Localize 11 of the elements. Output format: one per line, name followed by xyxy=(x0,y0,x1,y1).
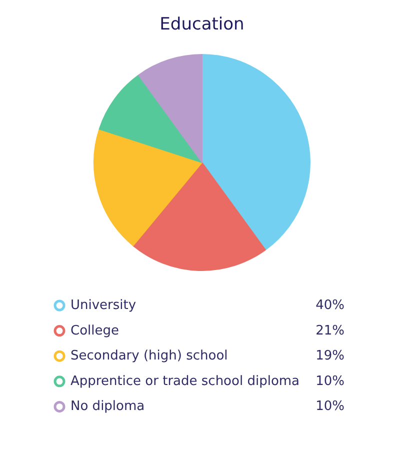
data-label: 10% xyxy=(316,374,345,389)
legend-label: Secondary (high) school xyxy=(70,348,228,364)
legend-label: Apprentice or trade school diploma xyxy=(70,374,300,389)
data-label: 40% xyxy=(316,298,345,313)
legend-label: University xyxy=(70,298,136,313)
legend-label: No diploma xyxy=(70,399,145,414)
data-label: 19% xyxy=(316,348,345,364)
chart-title: Education xyxy=(160,14,244,34)
data-label: 10% xyxy=(316,399,345,414)
legend-label: College xyxy=(70,323,120,338)
data-label: 21% xyxy=(316,323,345,338)
